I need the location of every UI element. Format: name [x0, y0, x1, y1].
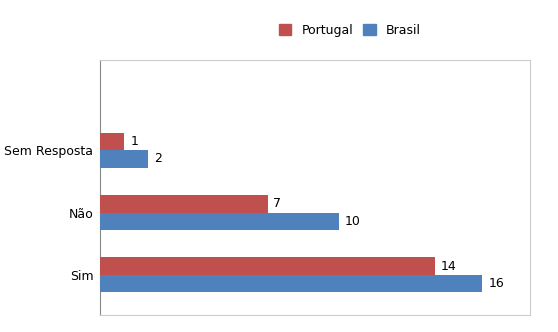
Bar — [100, 212, 339, 230]
Bar — [100, 133, 124, 150]
Legend: Portugal, Brasil: Portugal, Brasil — [275, 20, 424, 41]
Text: 10: 10 — [345, 215, 361, 228]
Bar — [100, 275, 482, 292]
Text: 14: 14 — [441, 260, 456, 273]
Text: 2: 2 — [154, 152, 162, 165]
Text: 1: 1 — [130, 135, 138, 148]
Text: 7: 7 — [273, 197, 281, 210]
Bar — [100, 150, 148, 168]
Text: 16: 16 — [488, 277, 504, 290]
Bar — [100, 257, 435, 275]
Bar — [100, 195, 267, 212]
